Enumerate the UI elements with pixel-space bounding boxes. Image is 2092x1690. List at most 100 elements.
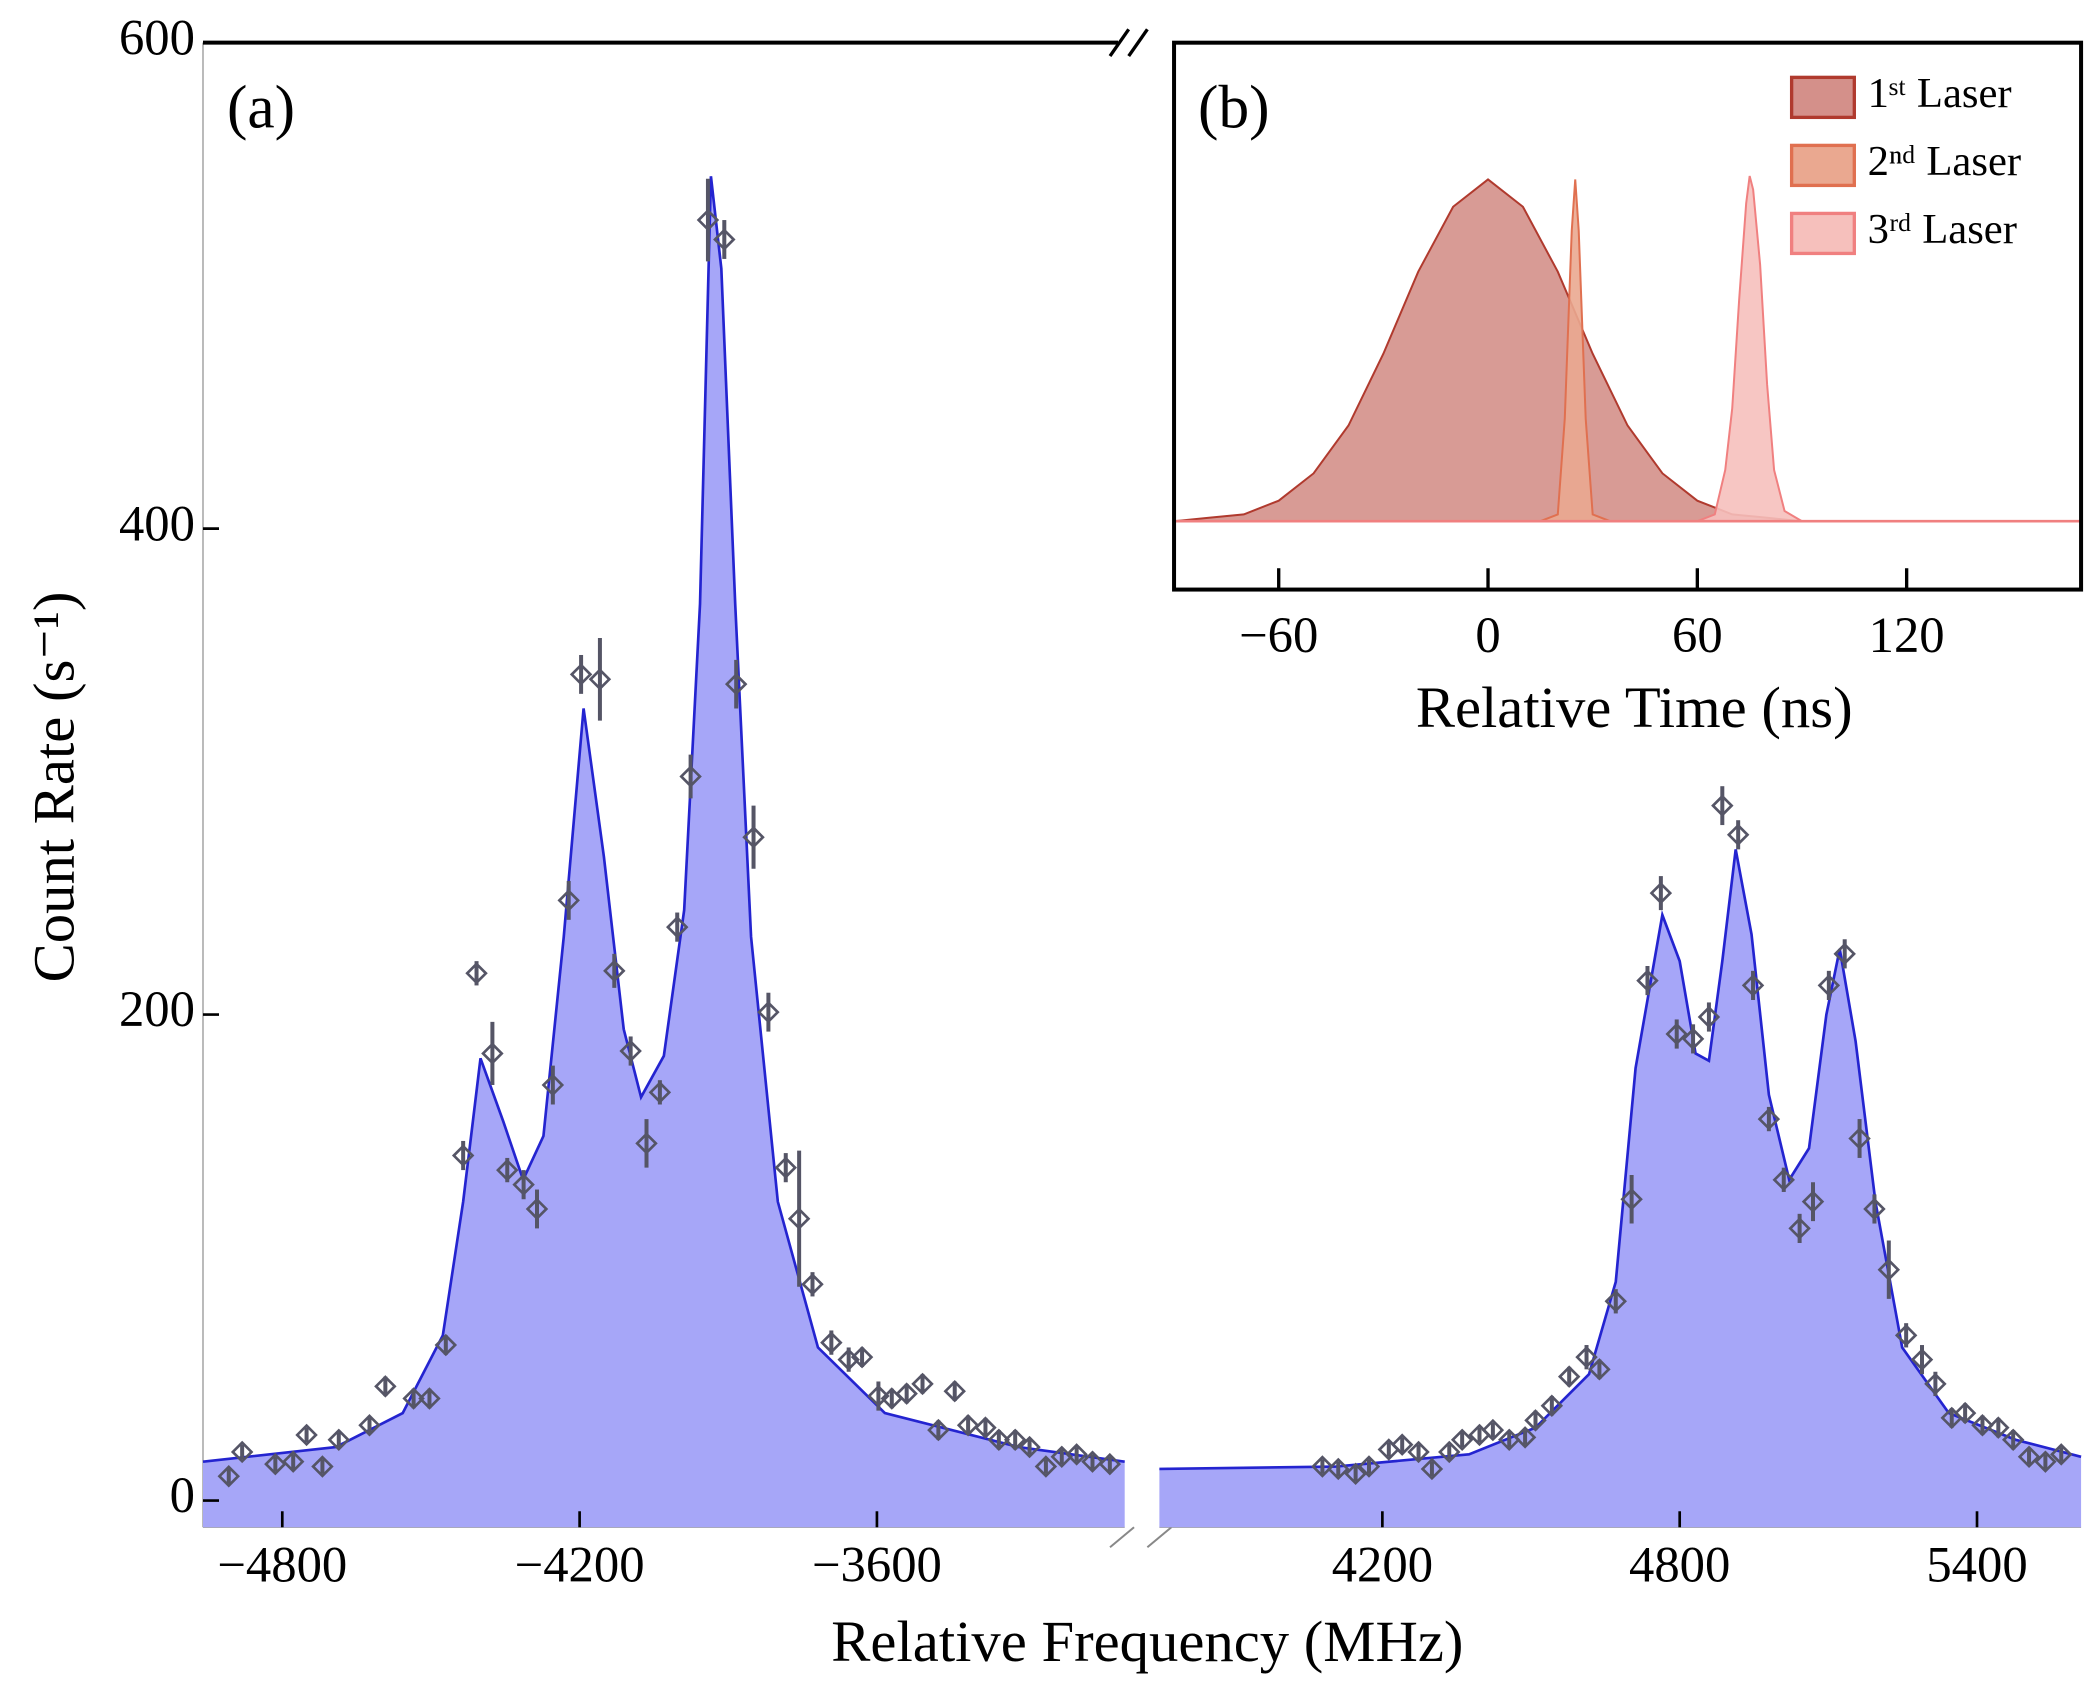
data-point [696, 208, 720, 232]
pulse-area [1174, 179, 2082, 522]
x-tick-label: 4800 [1629, 1537, 1730, 1593]
data-point [1772, 1168, 1795, 1192]
data-point [742, 825, 765, 849]
data-point [264, 1452, 287, 1476]
data-point [1726, 823, 1750, 847]
x-tick-label: 120 [1869, 607, 1945, 663]
x-tick-label: −60 [1239, 607, 1318, 663]
data-point [481, 1042, 504, 1065]
data-point [927, 1418, 950, 1442]
data-point [895, 1382, 918, 1405]
panel-label: (a) [227, 73, 295, 141]
data-point [1636, 969, 1659, 992]
data-point [1848, 1127, 1871, 1150]
data-point [281, 1450, 305, 1473]
data-point [2001, 1428, 2025, 1452]
data-point [2034, 1450, 2057, 1473]
data-point [1450, 1428, 1474, 1452]
data-point [1557, 1365, 1581, 1388]
data-point [1788, 1217, 1811, 1240]
pulse-area [1540, 179, 1611, 522]
data-point [1081, 1450, 1104, 1473]
data-point [569, 663, 593, 686]
data-point [1065, 1443, 1088, 1466]
break-mark [1146, 1526, 1173, 1549]
data-point [374, 1375, 397, 1398]
data-point [619, 1039, 642, 1063]
x-tick-label: 0 [1475, 607, 1500, 663]
data-point [1018, 1435, 1041, 1459]
data-point [1390, 1433, 1414, 1456]
break-mark [1108, 28, 1131, 57]
pulse-area [1697, 175, 1802, 522]
data-point [911, 1372, 934, 1396]
break-mark [1127, 28, 1149, 57]
data-point [666, 915, 689, 939]
legend-label: 3ʳᵈ Laser [1868, 206, 2017, 253]
data-point [1357, 1455, 1381, 1478]
data-point [987, 1428, 1011, 1452]
data-point [603, 959, 626, 983]
data-point [1711, 794, 1734, 817]
data-point [635, 1132, 658, 1155]
legend-label: 2ⁿᵈ Laser [1868, 138, 2021, 185]
data-point [724, 672, 748, 696]
data-point [327, 1428, 351, 1452]
data-point [496, 1158, 519, 1182]
data-point [525, 1197, 549, 1221]
data-point [713, 228, 736, 251]
data-point [1620, 1188, 1643, 1211]
pulse-line [1696, 175, 1803, 523]
data-point [311, 1455, 334, 1478]
legend-swatch [1789, 143, 1856, 188]
data-point [2017, 1445, 2041, 1469]
data-point [1953, 1401, 1977, 1425]
x-axis-label: Relative Frequency (MHz) [831, 1609, 1463, 1674]
data-point [1681, 1027, 1705, 1051]
inset-panel: 1ˢᵗ Laser 2ⁿᵈ Laser 3ʳᵈ Laser −60 0 60 120 Rela… [1172, 40, 2084, 740]
data-point [1971, 1413, 1994, 1437]
data-point [1894, 1324, 1918, 1347]
data-point [2050, 1443, 2073, 1466]
fit-area [203, 176, 1125, 1528]
data-point [1540, 1394, 1564, 1418]
x-tick-label: 5400 [1926, 1537, 2027, 1593]
data-point [1741, 974, 1765, 997]
data-point [679, 765, 702, 788]
data-point [1757, 1107, 1781, 1131]
data-point [774, 1156, 797, 1179]
data-point [1924, 1372, 1947, 1396]
data-point [1311, 1455, 1334, 1478]
x-tick-label: 4200 [1332, 1537, 1433, 1593]
data-point [1697, 1005, 1721, 1029]
x-tick-label: −4200 [515, 1537, 645, 1593]
data-point [1649, 881, 1673, 905]
panel-label: (b) [1198, 73, 1270, 141]
legend-swatch [1789, 211, 1856, 256]
y-tick-label: 600 [119, 9, 195, 65]
data-point [1524, 1409, 1547, 1432]
data-point [1604, 1290, 1627, 1313]
data-point [1407, 1440, 1430, 1464]
data-point [1910, 1348, 1934, 1371]
data-point [512, 1173, 535, 1196]
y-tick-label: 200 [119, 981, 195, 1037]
data-point [1801, 1190, 1825, 1213]
data-point [1327, 1457, 1350, 1481]
data-point [1588, 1358, 1611, 1381]
data-point [787, 1207, 811, 1230]
y-axis-label: Count Rate (s⁻¹) [22, 592, 87, 983]
data-point [1481, 1418, 1505, 1442]
x-axis-label: Relative Time (ns) [1416, 675, 1853, 740]
data-point [557, 889, 580, 912]
data-point [230, 1440, 254, 1464]
data-point [1665, 1022, 1688, 1046]
fit-area [1159, 849, 2082, 1528]
data-point [1344, 1462, 1367, 1486]
data-point [1817, 974, 1841, 997]
data-point [757, 1000, 780, 1024]
legend-label: 1ˢᵗ Laser [1868, 70, 2012, 117]
data-point [801, 1273, 824, 1296]
